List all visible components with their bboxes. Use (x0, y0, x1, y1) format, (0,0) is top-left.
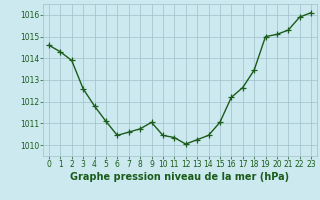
X-axis label: Graphe pression niveau de la mer (hPa): Graphe pression niveau de la mer (hPa) (70, 172, 290, 182)
